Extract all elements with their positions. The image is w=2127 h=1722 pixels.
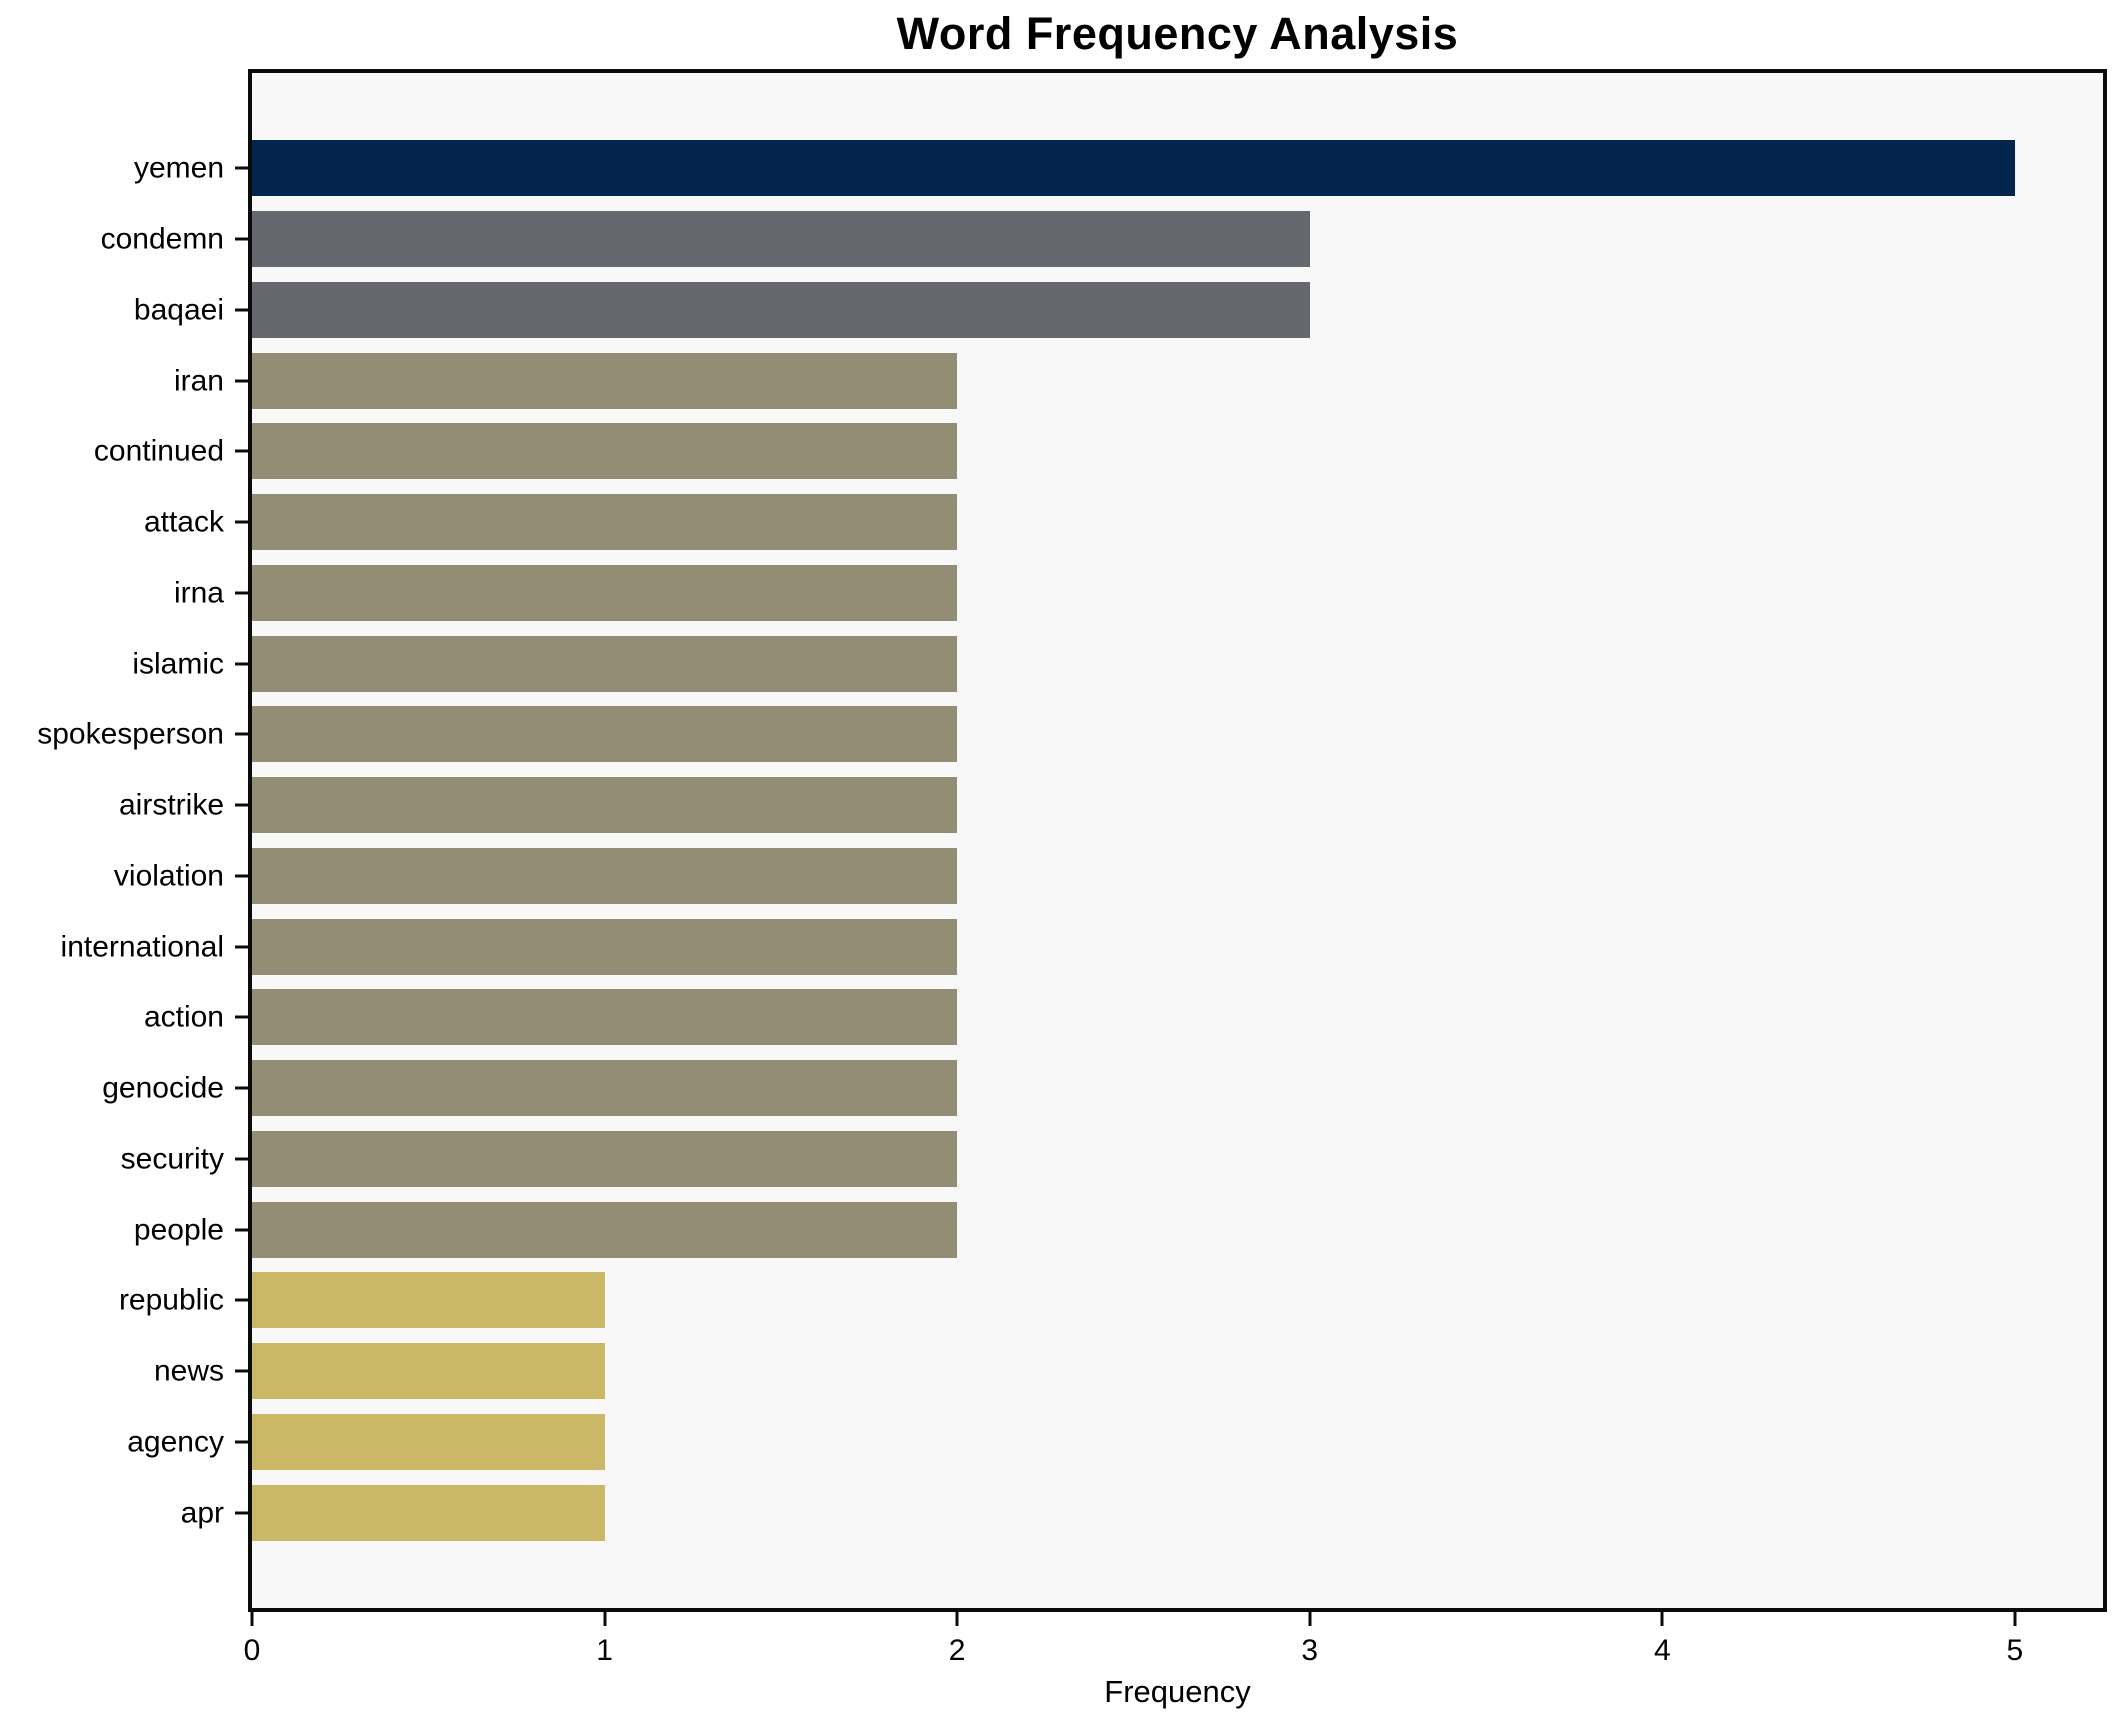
x-tick-label-5: 5 — [2006, 1634, 2024, 1667]
x-tick-label-2: 2 — [948, 1634, 966, 1667]
bar-row-condemn — [252, 204, 2103, 275]
bar-row-islamic — [252, 628, 2103, 699]
y-tick-mark — [235, 1157, 248, 1161]
y-tick-label-agency: agency — [127, 1425, 224, 1459]
y-tick-mark — [235, 166, 248, 170]
bar-condemn — [252, 211, 1310, 268]
x-tick-label-3: 3 — [1301, 1634, 1319, 1667]
bar-iran — [252, 352, 958, 409]
y-tick-label-genocide: genocide — [102, 1071, 224, 1105]
bar-agency — [252, 1413, 605, 1470]
x-tick-label-4: 4 — [1653, 1634, 1671, 1667]
y-tick-mark — [235, 1298, 248, 1302]
bar-violation — [252, 847, 958, 904]
bars-container — [252, 73, 2103, 1608]
y-tick-mark — [235, 379, 248, 383]
bar-spokesperson — [252, 706, 958, 763]
y-tick-label-yemen: yemen — [133, 151, 224, 185]
y-tick-mark — [235, 1440, 248, 1444]
bar-row-republic — [252, 1265, 2103, 1336]
bar-row-attack — [252, 487, 2103, 558]
bar-genocide — [252, 1060, 958, 1117]
y-tick-label-spokesperson: spokesperson — [37, 717, 224, 751]
y-tick-label-condemn: condemn — [100, 222, 224, 256]
y-tick-mark — [235, 237, 248, 241]
bar-attack — [252, 494, 958, 551]
bar-row-irna — [252, 558, 2103, 629]
y-tick-label-apr: apr — [180, 1495, 224, 1529]
bar-baqaei — [252, 281, 1310, 338]
y-tick-label-continued: continued — [93, 434, 224, 468]
y-tick-mark — [235, 945, 248, 949]
y-tick-mark — [235, 591, 248, 595]
x-tick-mark — [1660, 1612, 1664, 1626]
bar-row-airstrike — [252, 770, 2103, 841]
bar-security — [252, 1130, 958, 1187]
bar-row-yemen — [252, 133, 2103, 204]
x-tick-label-1: 1 — [596, 1634, 613, 1667]
bar-continued — [252, 423, 958, 480]
y-tick-label-islamic: islamic — [132, 646, 224, 680]
y-tick-label-action: action — [143, 1000, 224, 1034]
bar-row-apr — [252, 1477, 2103, 1548]
y-tick-mark — [235, 662, 248, 666]
bar-row-agency — [252, 1407, 2103, 1478]
bar-row-international — [252, 911, 2103, 982]
bar-airstrike — [252, 777, 958, 834]
y-tick-mark — [235, 449, 248, 453]
bar-row-spokesperson — [252, 699, 2103, 770]
y-tick-label-international: international — [60, 929, 224, 963]
y-tick-mark — [235, 520, 248, 524]
y-tick-mark — [235, 1228, 248, 1232]
bar-row-people — [252, 1194, 2103, 1265]
bar-row-action — [252, 982, 2103, 1053]
bar-row-news — [252, 1336, 2103, 1407]
y-tick-label-irna: irna — [173, 576, 224, 610]
x-tick-mark — [250, 1612, 254, 1626]
bar-row-violation — [252, 841, 2103, 912]
bar-row-iran — [252, 345, 2103, 416]
bar-yemen — [252, 140, 2015, 197]
bar-row-baqaei — [252, 275, 2103, 346]
bar-islamic — [252, 635, 958, 692]
y-tick-label-news: news — [153, 1354, 224, 1388]
y-tick-mark — [235, 1086, 248, 1090]
chart-title: Word Frequency Analysis — [896, 8, 1459, 59]
bar-action — [252, 989, 958, 1046]
y-tick-mark — [235, 308, 248, 312]
y-tick-label-attack: attack — [143, 505, 224, 539]
bar-people — [252, 1201, 958, 1258]
y-tick-mark — [235, 732, 248, 736]
bar-republic — [252, 1272, 605, 1329]
y-tick-label-violation: violation — [113, 859, 224, 893]
x-tick-mark — [1308, 1612, 1312, 1626]
y-tick-label-airstrike: airstrike — [118, 788, 224, 822]
y-tick-mark — [235, 803, 248, 807]
bar-news — [252, 1343, 605, 1400]
y-tick-label-republic: republic — [118, 1283, 224, 1317]
x-tick-mark — [2013, 1612, 2017, 1626]
x-tick-mark — [955, 1612, 959, 1626]
bar-row-security — [252, 1124, 2103, 1195]
y-tick-label-iran: iran — [173, 363, 224, 397]
bar-international — [252, 918, 958, 975]
y-tick-mark — [235, 874, 248, 878]
y-tick-label-baqaei: baqaei — [133, 293, 224, 327]
bar-row-continued — [252, 416, 2103, 487]
plot-area — [248, 69, 2107, 1612]
y-tick-label-security: security — [120, 1142, 224, 1176]
y-tick-mark — [235, 1511, 248, 1515]
x-tick-mark — [603, 1612, 607, 1626]
x-tick-label-0: 0 — [243, 1634, 261, 1667]
y-tick-label-people: people — [133, 1212, 224, 1246]
bar-irna — [252, 564, 958, 621]
x-axis-label: Frequency — [1104, 1674, 1251, 1709]
bar-apr — [252, 1484, 605, 1541]
y-tick-mark — [235, 1369, 248, 1373]
bar-row-genocide — [252, 1053, 2103, 1124]
y-tick-mark — [235, 1015, 248, 1019]
